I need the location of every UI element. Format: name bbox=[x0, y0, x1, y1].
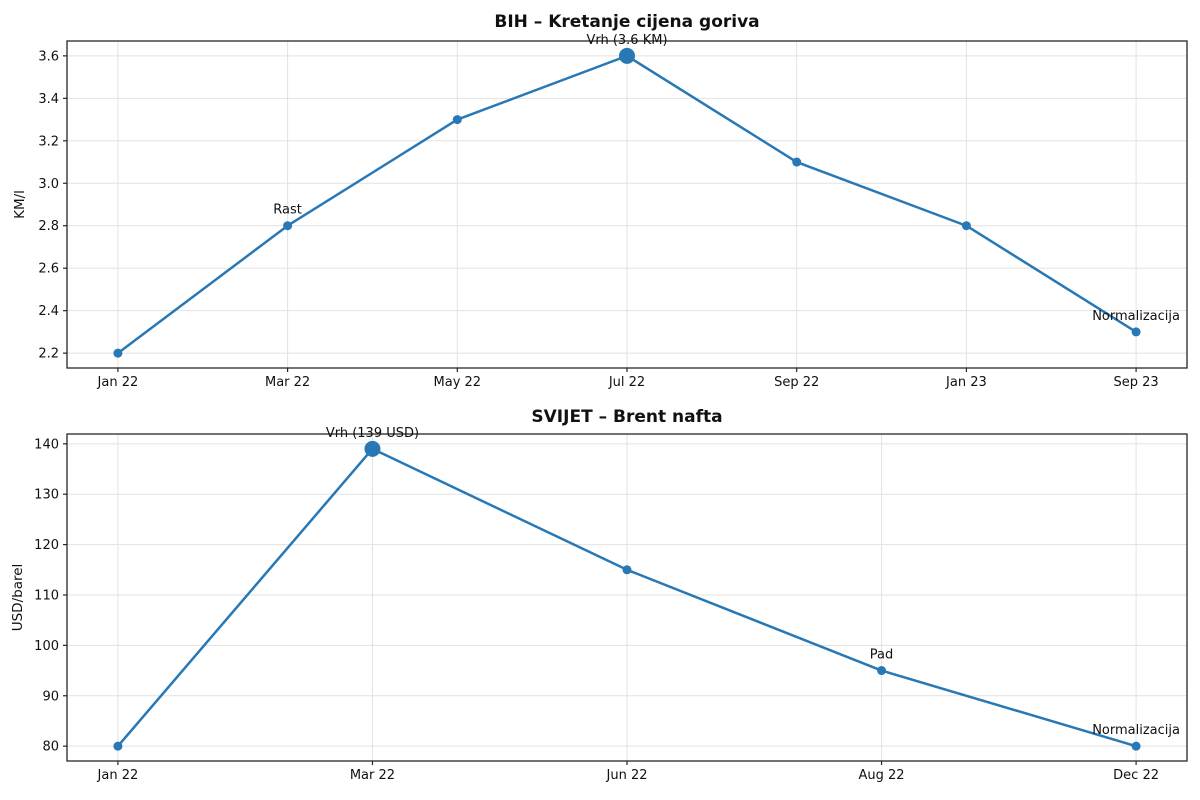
data-point bbox=[283, 221, 293, 231]
y-tick-label: 90 bbox=[42, 689, 59, 704]
x-tick-label: May 22 bbox=[434, 375, 482, 390]
x-tick-label: Jun 22 bbox=[606, 768, 648, 783]
y-axis-label: KM/l bbox=[12, 190, 28, 219]
y-tick-label: 2.6 bbox=[38, 262, 59, 277]
y-tick-label: 130 bbox=[34, 488, 59, 503]
chart-bih-fuel-prices: Jan 22 Mar 22 May 22 Jul 22 Sep 22 Jan 23 Sep … bbox=[12, 12, 1188, 390]
y-tick-label: 100 bbox=[34, 639, 59, 654]
y-tick-label: 2.2 bbox=[38, 347, 59, 362]
y-tick-label: 3.4 bbox=[38, 92, 59, 107]
data-point bbox=[961, 221, 971, 231]
x-tick-label: Sep 22 bbox=[774, 375, 819, 390]
data-point bbox=[792, 157, 802, 167]
annotation-label: Vrh (139 USD) bbox=[326, 426, 419, 441]
data-point bbox=[113, 741, 123, 751]
annotation-label: Rast bbox=[273, 203, 302, 218]
annotation-label: Normalizacija bbox=[1092, 723, 1180, 738]
chart-title: SVIJET – Brent nafta bbox=[531, 407, 722, 427]
x-tick-label: Jul 22 bbox=[608, 375, 645, 390]
x-tick-label: Dec 22 bbox=[1113, 768, 1159, 783]
data-point bbox=[1131, 327, 1141, 337]
y-tick-label: 80 bbox=[42, 740, 59, 755]
y-tick-label: 3.2 bbox=[38, 134, 59, 149]
x-tick-label: Jan 22 bbox=[97, 375, 139, 390]
annotation-label: Normalizacija bbox=[1092, 309, 1180, 324]
annotation-label: Pad bbox=[870, 648, 893, 663]
y-tick-label: 3.0 bbox=[38, 177, 59, 192]
y-tick-label: 3.6 bbox=[38, 49, 59, 64]
data-point bbox=[877, 666, 887, 676]
x-tick-label: Jan 23 bbox=[945, 375, 987, 390]
data-point bbox=[452, 115, 462, 125]
annotation-label: Vrh (3.6 KM) bbox=[586, 33, 667, 48]
x-tick-label: Jan 22 bbox=[97, 768, 139, 783]
data-point bbox=[622, 565, 632, 575]
y-axis-label: USD/barel bbox=[10, 564, 26, 632]
x-tick-label: Mar 22 bbox=[350, 768, 395, 783]
y-tick-label: 2.4 bbox=[38, 304, 59, 319]
chart-title: BIH – Kretanje cijena goriva bbox=[494, 12, 759, 32]
y-tick-label: 140 bbox=[34, 437, 59, 452]
y-tick-label: 2.8 bbox=[38, 219, 59, 234]
data-point bbox=[113, 348, 123, 358]
y-tick-label: 110 bbox=[34, 588, 59, 603]
data-point-peak bbox=[619, 47, 635, 64]
data-point-peak bbox=[364, 440, 381, 457]
x-tick-label: Aug 22 bbox=[859, 768, 905, 783]
chart-world-brent-oil: Jan 22 Mar 22 Jun 22 Aug 22 Dec 22 80 90 100 110… bbox=[10, 407, 1188, 783]
data-point bbox=[1131, 741, 1141, 751]
x-tick-label: Mar 22 bbox=[265, 375, 310, 390]
x-tick-label: Sep 23 bbox=[1113, 375, 1158, 390]
y-tick-label: 120 bbox=[34, 538, 59, 553]
